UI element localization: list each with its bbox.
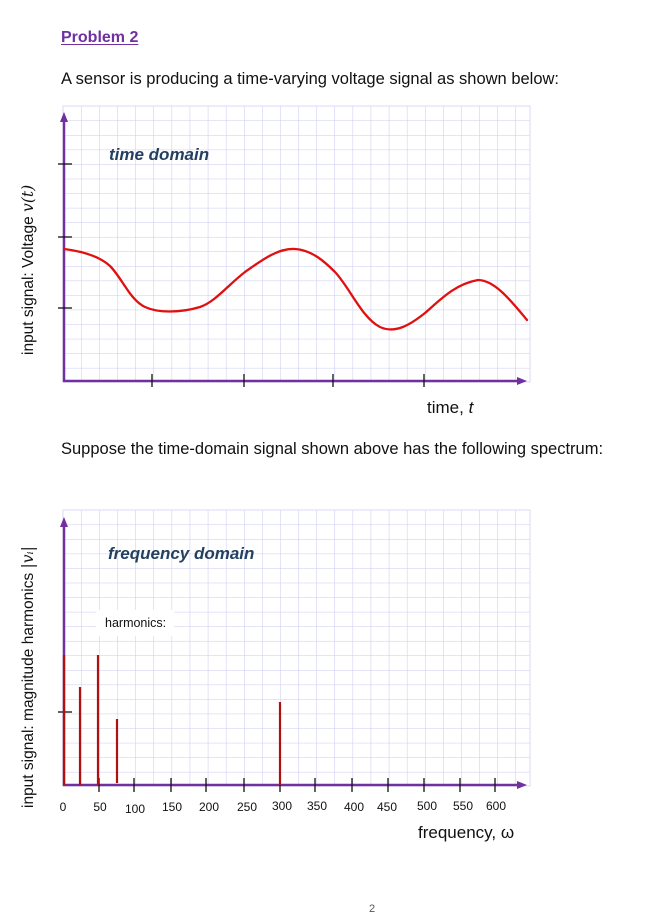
harmonics-annotation: harmonics: — [96, 610, 175, 636]
time-domain-chart — [58, 105, 531, 387]
time-x-axis-label: time, t — [427, 398, 473, 418]
freq-tick-label: 50 — [93, 800, 107, 814]
time-y-axis-label-text: input signal: Voltage — [20, 211, 37, 355]
time-y-ticks — [58, 163, 72, 309]
freq-tick-label: 250 — [236, 800, 258, 814]
time-y-axis-label-math: v(t) — [19, 184, 37, 212]
x-axis-arrow-icon — [517, 781, 527, 789]
time-grid — [62, 105, 531, 383]
time-domain-label: time domain — [109, 145, 210, 164]
time-y-axis-label: input signal: Voltage v(t) — [19, 185, 38, 355]
harmonic-bars — [62, 655, 282, 785]
freq-tick-label: 350 — [306, 799, 328, 813]
frequency-domain-label: frequency domain — [108, 544, 255, 563]
freq-y-axis-label-math: |vᵢ| — [19, 546, 37, 569]
time-x-axis-label-text: time, — [427, 398, 469, 417]
freq-y-axis-label: input signal: magnitude harmonics |vᵢ| — [19, 546, 38, 808]
freq-tick-label: 100 — [124, 802, 146, 816]
intro-paragraph: A sensor is producing a time-varying vol… — [61, 70, 560, 88]
freq-x-axis-label: frequency, ω — [418, 823, 515, 842]
freq-y-axis-label-text: input signal: magnitude harmonics — [20, 568, 37, 808]
freq-tick-label: 200 — [198, 800, 220, 814]
freq-tick-label: 300 — [271, 799, 293, 813]
freq-x-ticks — [98, 778, 496, 792]
x-axis-arrow-icon — [517, 377, 527, 385]
voltage-signal-curve — [62, 247, 529, 331]
freq-tick-label: 550 — [452, 799, 474, 813]
freq-tick-label: 0 — [59, 800, 67, 814]
freq-tick-label: 600 — [485, 799, 507, 813]
spectrum-paragraph: Suppose the time-domain signal shown abo… — [61, 440, 604, 458]
time-x-axis-label-math: t — [468, 398, 474, 417]
y-axis-arrow-icon — [60, 517, 68, 527]
page-number: 2 — [369, 903, 376, 915]
freq-tick-label: 500 — [416, 799, 438, 813]
time-x-ticks — [151, 374, 425, 387]
problem-heading: Problem 2 — [61, 29, 139, 46]
freq-tick-label: 400 — [343, 800, 365, 814]
freq-tick-label: 450 — [376, 800, 398, 814]
freq-tick-label: 150 — [161, 800, 183, 814]
frequency-domain-chart — [58, 509, 531, 792]
y-axis-arrow-icon — [60, 112, 68, 122]
